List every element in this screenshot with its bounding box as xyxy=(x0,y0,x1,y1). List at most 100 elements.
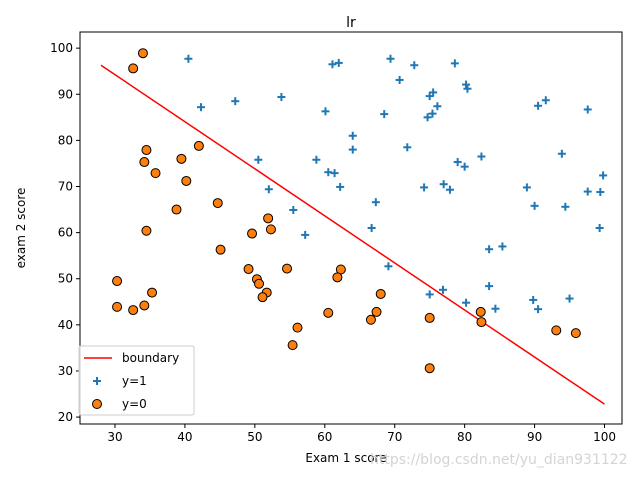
point-y0 xyxy=(254,278,265,289)
y-axis-label: exam 2 score xyxy=(14,188,28,269)
plot-frame xyxy=(79,31,623,425)
x-axis-label: Exam 1 score xyxy=(305,451,386,465)
point-y0 xyxy=(292,322,303,333)
point-y0 xyxy=(570,328,581,339)
point-y0 xyxy=(375,288,386,299)
legend-box xyxy=(78,345,195,416)
point-y0 xyxy=(128,305,139,316)
point-y0 xyxy=(181,175,192,186)
point-y1 xyxy=(348,145,357,154)
point-y0 xyxy=(424,312,435,323)
point-y0 xyxy=(243,264,254,275)
point-y0 xyxy=(139,300,150,311)
legend: boundary y=1 y=0 xyxy=(78,345,195,416)
point-y1 xyxy=(328,60,337,69)
point-y1 xyxy=(462,298,471,307)
point-y1 xyxy=(425,290,434,299)
x-tick-label: 80 xyxy=(457,430,472,444)
y-tick-label: 40 xyxy=(58,318,73,332)
point-y0 xyxy=(112,276,123,287)
point-y1 xyxy=(557,149,566,158)
point-y1 xyxy=(561,202,570,211)
point-y1 xyxy=(231,97,240,106)
point-y0 xyxy=(263,213,274,224)
point-y0 xyxy=(365,314,376,325)
point-y0 xyxy=(141,225,152,236)
boundary-layer xyxy=(100,64,605,405)
point-y0 xyxy=(371,306,382,317)
point-y0 xyxy=(287,340,298,351)
point-y0 xyxy=(282,263,293,274)
y-tick-label: 100 xyxy=(50,41,73,55)
point-y0 xyxy=(150,168,161,179)
point-y0 xyxy=(257,292,268,303)
point-y0 xyxy=(215,244,226,255)
point-y0 xyxy=(112,301,123,312)
y-tick-label: 30 xyxy=(58,364,73,378)
point-y1 xyxy=(264,185,273,194)
point-y1 xyxy=(371,198,380,207)
point-y1 xyxy=(450,59,459,68)
point-y1 xyxy=(460,162,469,171)
point-y1 xyxy=(386,54,395,63)
point-y1 xyxy=(429,88,438,97)
point-y1 xyxy=(410,61,419,70)
point-y0 xyxy=(476,317,487,328)
point-y1 xyxy=(433,102,442,111)
point-y1 xyxy=(491,304,500,313)
point-y1 xyxy=(529,295,538,304)
point-y0 xyxy=(265,224,276,235)
legend-y1-label: y=1 xyxy=(122,374,147,388)
point-y0 xyxy=(171,204,182,215)
point-y1 xyxy=(334,58,343,67)
point-y1 xyxy=(301,230,310,239)
x-tick-label: 40 xyxy=(177,430,192,444)
point-y1 xyxy=(196,103,205,112)
point-y1 xyxy=(498,242,507,251)
point-y1 xyxy=(596,188,605,197)
point-y1 xyxy=(348,131,357,140)
point-y1 xyxy=(583,187,592,196)
point-y1 xyxy=(423,113,432,122)
point-y1 xyxy=(330,169,339,178)
point-y1 xyxy=(380,110,389,119)
point-y1 xyxy=(477,152,486,161)
point-y0 xyxy=(141,145,152,156)
point-y0 xyxy=(424,363,435,374)
y-tick-label: 50 xyxy=(58,272,73,286)
point-y1 xyxy=(485,245,494,254)
legend-y0-label: y=0 xyxy=(122,397,147,411)
legend-y1-marker xyxy=(93,377,101,385)
point-y1 xyxy=(485,282,494,291)
point-y1 xyxy=(289,206,298,215)
points-layer xyxy=(112,48,608,374)
point-y1 xyxy=(184,54,193,63)
point-y0 xyxy=(137,48,148,59)
x-tick-label: 30 xyxy=(107,430,122,444)
point-y1 xyxy=(321,107,330,116)
point-y1 xyxy=(439,180,448,189)
legend-boundary-label: boundary xyxy=(122,351,179,365)
point-y1 xyxy=(599,171,608,180)
y-tick-label: 60 xyxy=(58,226,73,240)
y-tick-label: 80 xyxy=(58,133,73,147)
point-y1 xyxy=(583,105,592,114)
point-y0 xyxy=(139,157,150,168)
point-y1 xyxy=(336,182,345,191)
point-y1 xyxy=(395,75,404,84)
point-y1 xyxy=(277,93,286,102)
point-y0 xyxy=(128,63,139,74)
point-y1 xyxy=(534,101,543,110)
point-y1 xyxy=(565,294,574,303)
point-y1 xyxy=(420,183,429,192)
watermark: https://blog.csdn.net/yu_dian931122 xyxy=(370,452,628,468)
point-y1 xyxy=(522,183,531,192)
point-y1 xyxy=(463,84,472,93)
x-tick-label: 60 xyxy=(317,430,332,444)
point-y0 xyxy=(147,287,158,298)
point-y0 xyxy=(176,153,187,164)
point-y1 xyxy=(541,96,550,105)
point-y1 xyxy=(530,201,539,210)
point-y1 xyxy=(403,143,412,152)
y-tick-label: 90 xyxy=(58,87,73,101)
